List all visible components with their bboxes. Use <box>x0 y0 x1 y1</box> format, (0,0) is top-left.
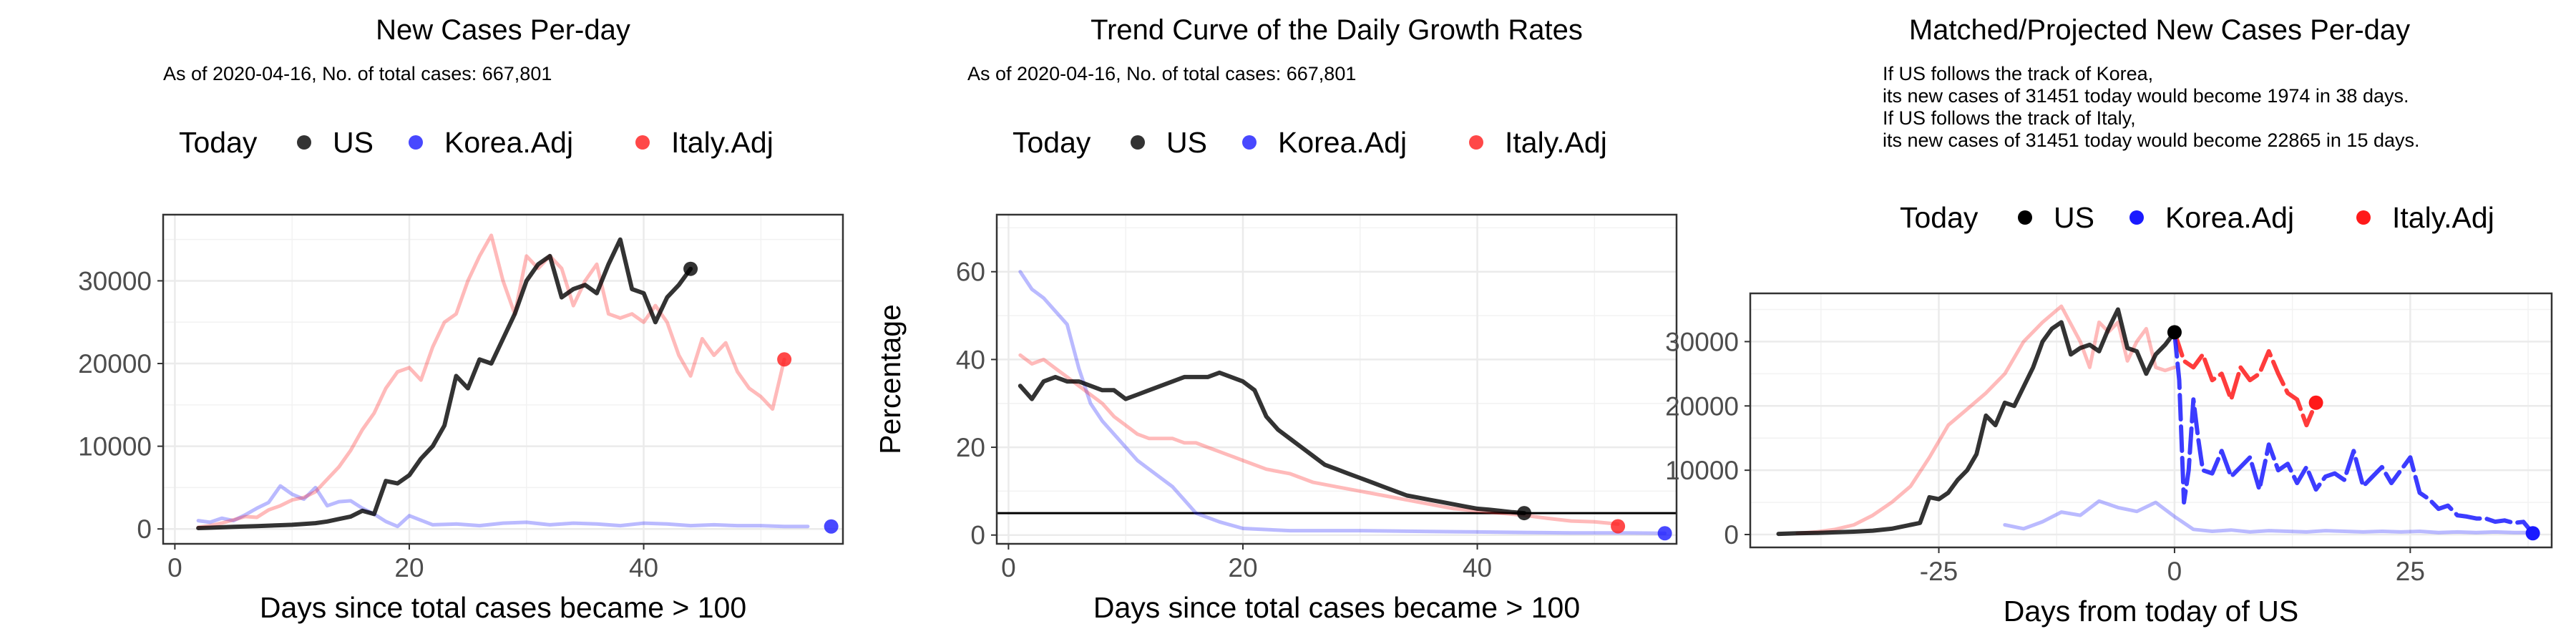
chart-title: New Cases Per-day <box>376 14 630 46</box>
x-axis-label: Days from today of US <box>2004 595 2298 628</box>
series-line-italy-adj-faint <box>1795 304 2177 535</box>
legend-title: Today <box>1013 126 1091 159</box>
today-point-us <box>683 261 698 276</box>
x-tick-label: 20 <box>394 553 424 582</box>
series-line-italy-adj-projected <box>2172 330 2318 428</box>
legend-swatch-korea-adj <box>1242 135 1257 150</box>
legend-label: Korea.Adj <box>444 126 573 159</box>
today-point-us <box>1517 506 1532 521</box>
y-tick-label: 40 <box>956 345 985 374</box>
panel-border <box>162 213 844 545</box>
y-tick-label: 30000 <box>78 266 152 296</box>
chart-subtitle: its new cases of 31451 today would becom… <box>1883 130 2420 151</box>
series-line-us-solid <box>196 237 693 530</box>
series-line-us-solid <box>1018 370 1527 516</box>
legend-label: Korea.Adj <box>2165 201 2294 234</box>
legend-title: Today <box>179 126 258 159</box>
y-tick-label: 0 <box>1724 520 1739 550</box>
chart-panel-2: Trend Curve of the Daily Growth Rates As … <box>874 14 1678 624</box>
today-point-italy-adj <box>777 352 792 367</box>
legend-swatch-korea-adj <box>409 135 423 150</box>
chart-subtitle: If US follows the track of Korea, <box>1883 63 2153 84</box>
series-line-korea-adj-projected <box>2172 330 2535 536</box>
y-tick-label: 0 <box>970 521 985 550</box>
x-tick-label: 0 <box>2167 557 2182 586</box>
today-point-us <box>2167 325 2182 340</box>
y-tick-label: 30000 <box>1665 327 1739 356</box>
legend-title: Today <box>1900 201 1979 234</box>
x-tick-label: 40 <box>629 553 658 582</box>
series-line-us-solid <box>1776 307 2177 537</box>
series-line-korea-adj-faint <box>1018 270 1667 535</box>
legend-label: US <box>2054 201 2094 234</box>
y-tick-label: 10000 <box>1665 456 1739 485</box>
y-tick-label: 10000 <box>78 432 152 462</box>
y-tick-label: 0 <box>137 514 152 544</box>
x-tick-label: 25 <box>2396 557 2425 586</box>
today-point-korea-adj <box>824 519 839 534</box>
panel-border <box>995 213 1678 545</box>
legend-swatch-us <box>297 135 311 150</box>
plot-area <box>1750 293 2552 547</box>
legend-swatch-italy-adj <box>2356 210 2371 225</box>
chart-subtitle: its new cases of 31451 today would becom… <box>1883 85 2409 107</box>
today-point-italy-adj <box>1611 519 1626 534</box>
legend-label: US <box>1166 126 1207 159</box>
x-tick-label: -25 <box>1920 557 1958 586</box>
chart-subtitle: As of 2020-04-16, No. of total cases: 66… <box>967 63 1356 84</box>
chart-title: Trend Curve of the Daily Growth Rates <box>1091 14 1583 46</box>
y-tick-label: 20 <box>956 433 985 462</box>
today-point-korea-adj <box>1657 526 1672 541</box>
series-line-italy-adj-faint <box>1018 353 1620 526</box>
legend-label: Korea.Adj <box>1278 126 1407 159</box>
legend-swatch-italy-adj <box>635 135 650 150</box>
legend-label: Italy.Adj <box>671 126 774 159</box>
chart-subtitle: If US follows the track of Italy, <box>1883 107 2136 129</box>
series-line-korea-adj-faint <box>196 484 810 529</box>
legend-label: Italy.Adj <box>1505 126 1607 159</box>
series-line-korea-adj-faint <box>2003 499 2535 535</box>
legend-label: US <box>333 126 374 159</box>
legend-swatch-us <box>2018 210 2032 225</box>
x-axis-label: Days since total cases became > 100 <box>260 591 746 624</box>
chart-panel-1: New Cases Per-day As of 2020-04-16, No. o… <box>78 14 844 624</box>
today-point-italy-adj <box>2308 395 2323 410</box>
y-tick-label: 60 <box>956 258 985 287</box>
y-tick-label: 20000 <box>78 349 152 379</box>
legend-label: Italy.Adj <box>2392 201 2494 234</box>
series-line-italy-adj-faint <box>196 233 786 530</box>
chart-panel-3: Matched/Projected New Cases Per-day If US… <box>1665 14 2553 628</box>
chart-subtitle: As of 2020-04-16, No. of total cases: 66… <box>163 63 552 84</box>
x-tick-label: 0 <box>167 553 182 582</box>
legend-swatch-korea-adj <box>2129 210 2144 225</box>
x-tick-label: 40 <box>1463 553 1492 582</box>
chart-title: Matched/Projected New Cases Per-day <box>1909 14 2410 46</box>
x-axis-label: Days since total cases became > 100 <box>1093 591 1580 624</box>
y-tick-label: 20000 <box>1665 391 1739 421</box>
x-tick-label: 20 <box>1228 553 1257 582</box>
y-axis-label: Percentage <box>874 304 907 454</box>
panel-border <box>1749 292 2553 549</box>
plot-area <box>997 215 1677 544</box>
plot-area <box>163 215 843 544</box>
x-tick-label: 0 <box>1001 553 1016 582</box>
today-point-korea-adj <box>2525 526 2540 541</box>
legend-swatch-us <box>1131 135 1145 150</box>
legend-swatch-italy-adj <box>1469 135 1483 150</box>
